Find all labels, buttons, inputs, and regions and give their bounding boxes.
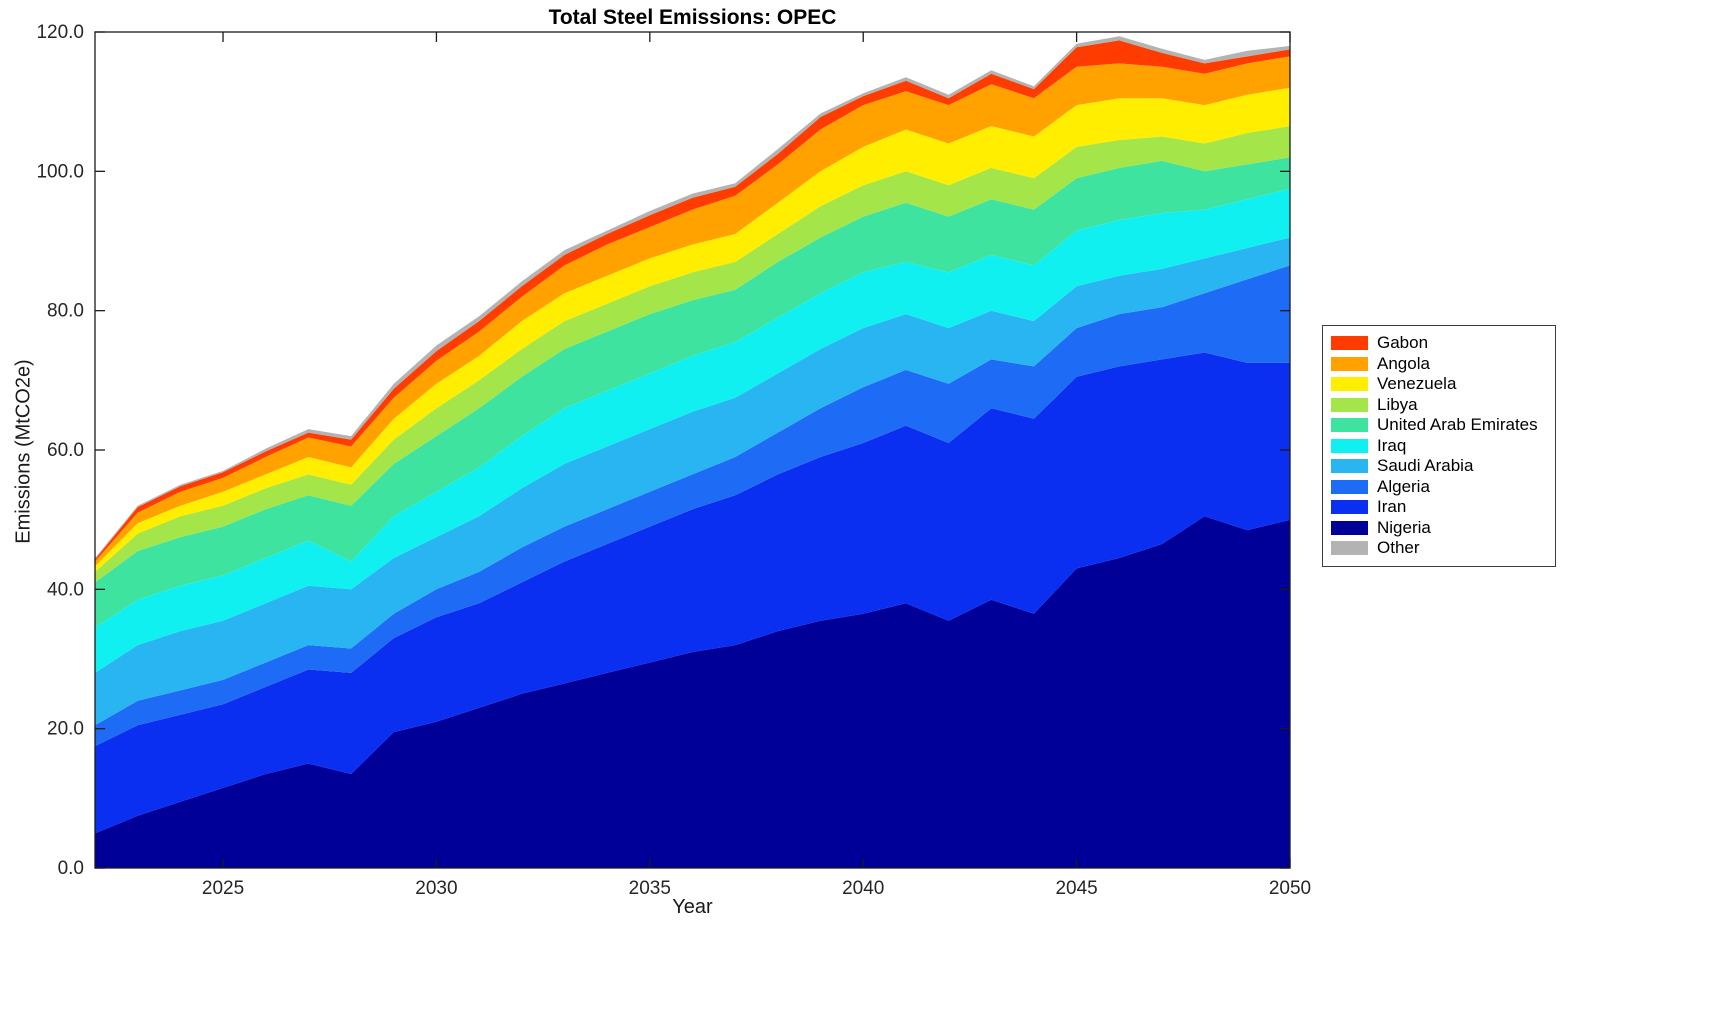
y-tick-label: 60.0	[47, 440, 84, 461]
legend-swatch-angola	[1331, 356, 1368, 371]
legend-label-algeria: Algeria	[1377, 476, 1430, 496]
area-algeria	[95, 265, 1290, 747]
legend-swatch-united-arab-emirates	[1331, 418, 1368, 433]
x-axis-label: Year	[672, 896, 713, 918]
legend-item-angola: Angola	[1331, 354, 1547, 375]
legend-swatch-algeria	[1331, 479, 1368, 494]
x-tick-label: 2035	[629, 878, 671, 899]
area-iran	[95, 352, 1290, 834]
legend-swatch-venezuela	[1331, 377, 1368, 392]
area-iraq	[95, 188, 1290, 673]
legend-entries: Gabon Angola Venezuela Libya United Arab Emi…	[1331, 333, 1547, 559]
legend-label-iran: Iran	[1377, 497, 1407, 517]
y-tick-label: 20.0	[47, 719, 84, 740]
x-tick-label: 2040	[842, 878, 884, 899]
legend-label-nigeria: Nigeria	[1377, 517, 1431, 537]
legend-item-libya: Libya	[1331, 395, 1547, 416]
chart-title: Total Steel Emissions: OPEC	[548, 6, 837, 29]
x-tick-label: 2050	[1269, 878, 1311, 899]
legend-item-venezuela: Venezuela	[1331, 374, 1547, 395]
legend-label-venezuela: Venezuela	[1377, 374, 1457, 394]
legend-label-libya: Libya	[1377, 394, 1418, 414]
legend-swatch-other	[1331, 541, 1368, 556]
legend-box: Gabon Angola Venezuela Libya United Arab Emi…	[1322, 325, 1556, 567]
legend-item-other: Other	[1331, 538, 1547, 559]
y-tick-label: 40.0	[47, 579, 84, 600]
legend-label-iraq: Iraq	[1377, 435, 1407, 455]
legend-swatch-iraq	[1331, 438, 1368, 453]
area-saudi-arabia	[95, 237, 1290, 726]
legend-label-united-arab-emirates: United Arab Emirates	[1377, 415, 1538, 435]
legend-item-iran: Iran	[1331, 497, 1547, 518]
y-tick-label: 0.0	[58, 858, 84, 879]
legend-label-other: Other	[1377, 538, 1420, 558]
legend-item-united-arab-emirates: United Arab Emirates	[1331, 415, 1547, 436]
legend-item-gabon: Gabon	[1331, 333, 1547, 354]
x-tick-label: 2045	[1055, 878, 1097, 899]
y-tick-label: 100.0	[36, 161, 84, 182]
area-nigeria	[95, 516, 1290, 868]
legend-item-saudi-arabia: Saudi Arabia	[1331, 456, 1547, 477]
area-venezuela	[95, 87, 1290, 572]
legend-swatch-libya	[1331, 397, 1368, 412]
x-tick-label: 2030	[415, 878, 457, 899]
x-tick-label: 2025	[202, 878, 244, 899]
legend-swatch-iran	[1331, 500, 1368, 515]
legend-swatch-nigeria	[1331, 520, 1368, 535]
legend-label-saudi-arabia: Saudi Arabia	[1377, 456, 1474, 476]
legend-item-algeria: Algeria	[1331, 477, 1547, 498]
legend-swatch-saudi-arabia	[1331, 459, 1368, 474]
legend-label-gabon: Gabon	[1377, 333, 1429, 353]
y-axis-label: Emissions (MtCO2e)	[12, 359, 35, 544]
legend-label-angola: Angola	[1377, 353, 1430, 373]
legend-swatch-gabon	[1331, 336, 1368, 351]
y-tick-label: 120.0	[36, 22, 84, 43]
y-tick-label: 80.0	[47, 301, 84, 322]
legend-item-iraq: Iraq	[1331, 436, 1547, 457]
legend-item-nigeria: Nigeria	[1331, 518, 1547, 539]
area-united-arab-emirates	[95, 157, 1290, 628]
